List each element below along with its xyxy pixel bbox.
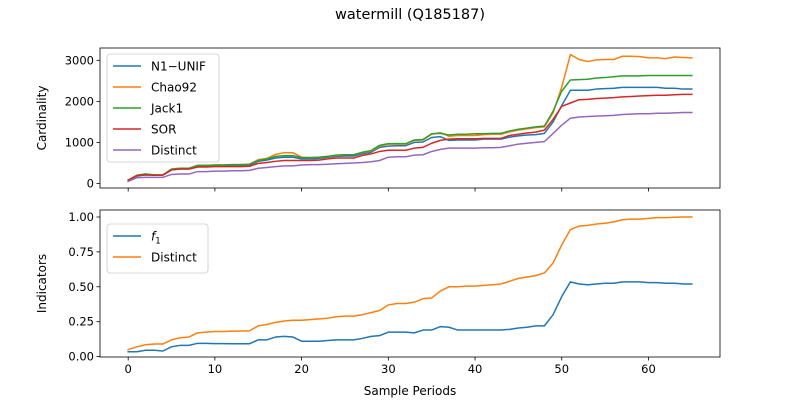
x-tick-label: 20 — [294, 362, 309, 376]
y-tick-label: 0.75 — [68, 245, 94, 259]
series-line-2 — [127, 216, 693, 351]
legend-label: Distinct — [151, 251, 197, 265]
y-tick-label: 0.50 — [68, 280, 94, 294]
y-axis-label: Cardinality — [35, 86, 49, 151]
x-tick-label: 0 — [125, 362, 132, 376]
legend-label: Jack1 — [150, 102, 183, 116]
y-tick-label: 2000 — [65, 94, 94, 108]
series-line-5 — [127, 111, 693, 183]
axes-frame — [99, 47, 721, 189]
x-tick-label: 40 — [468, 362, 483, 376]
series-line-3 — [127, 74, 693, 182]
panel-2: 0 10 20 30 40 50 60 0.00 0.25 0.50 0.75 1.00 Indicat… — [35, 209, 721, 398]
series-line-1 — [127, 86, 693, 182]
legend-label: Chao92 — [151, 81, 197, 95]
series-line-4 — [127, 93, 693, 182]
legend: f1 Distinct — [106, 223, 209, 274]
series-line-1 — [127, 281, 693, 353]
y-axis-label: Indicators — [35, 254, 49, 313]
x-tick-label: 60 — [641, 362, 656, 376]
legend-label: SOR — [151, 123, 176, 137]
y-tick-label: 1000 — [65, 135, 94, 149]
panel-1: 0 1000 2000 3000 Cardinality N1−UNIF Chao92 Jac… — [35, 47, 721, 192]
x-axis-label: Sample Periods — [364, 384, 456, 398]
x-tick-label: 30 — [381, 362, 396, 376]
legend-label: f1 — [151, 230, 161, 247]
legend-label: Distinct — [151, 144, 197, 158]
legend: N1−UNIF Chao92 Jack1 SOR Distinct — [106, 53, 220, 163]
x-tick-label: 10 — [208, 362, 223, 376]
y-tick-label: 3000 — [65, 53, 94, 67]
y-tick-label: 0.25 — [68, 315, 94, 329]
y-tick-label: 0.00 — [68, 350, 94, 364]
legend-label: N1−UNIF — [151, 60, 206, 74]
x-tick-label: 50 — [554, 362, 569, 376]
y-tick-label: 1.00 — [68, 210, 94, 224]
legend-box — [106, 223, 209, 274]
figure-title: watermill (Q185187) — [335, 7, 485, 23]
axes-frame — [99, 209, 721, 358]
y-tick-label: 0 — [87, 176, 94, 190]
legend-box — [106, 53, 220, 163]
